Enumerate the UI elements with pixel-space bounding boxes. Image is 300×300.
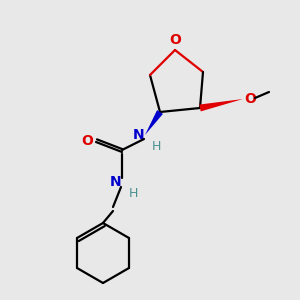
Text: H: H [152, 140, 161, 153]
Text: O: O [169, 33, 181, 47]
Text: H: H [129, 187, 138, 200]
Polygon shape [199, 99, 243, 111]
Text: N: N [110, 175, 121, 189]
Text: O: O [81, 134, 93, 148]
Polygon shape [145, 110, 163, 135]
Text: O: O [244, 92, 256, 106]
Text: N: N [132, 128, 144, 142]
